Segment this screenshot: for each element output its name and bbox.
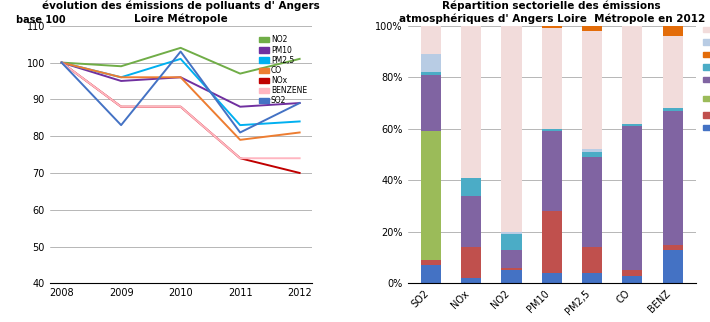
Bar bbox=[501, 268, 522, 270]
Text: base 100: base 100 bbox=[16, 15, 65, 25]
Bar bbox=[622, 276, 643, 283]
NOx bbox=[58, 61, 66, 64]
Bar bbox=[421, 131, 441, 260]
Bar bbox=[421, 75, 441, 131]
SO2 bbox=[117, 123, 126, 127]
PM2,5 bbox=[295, 119, 304, 123]
SO2 bbox=[176, 50, 185, 53]
Bar bbox=[542, 26, 562, 28]
Bar bbox=[501, 232, 522, 234]
Bar bbox=[582, 26, 602, 31]
CO bbox=[236, 138, 244, 142]
SO2 bbox=[236, 130, 244, 134]
PM10 bbox=[58, 61, 66, 64]
NO2 bbox=[176, 46, 185, 50]
Legend: NO2, PM10, PM2,5, CO, NOx, BENZENE, SO2: NO2, PM10, PM2,5, CO, NOx, BENZENE, SO2 bbox=[258, 35, 307, 106]
Bar bbox=[662, 108, 683, 111]
PM2,5 bbox=[176, 57, 185, 61]
CO bbox=[117, 75, 126, 79]
Bar bbox=[622, 124, 643, 126]
Bar bbox=[462, 247, 481, 278]
BENZENE bbox=[117, 105, 126, 109]
Bar bbox=[662, 245, 683, 250]
Title: évolution des émissions de polluants d' Angers
Loire Métropole: évolution des émissions de polluants d' … bbox=[42, 1, 320, 24]
BENZENE bbox=[58, 61, 66, 64]
Bar bbox=[462, 196, 481, 247]
CO bbox=[58, 61, 66, 64]
PM2,5 bbox=[236, 123, 244, 127]
NOx bbox=[176, 105, 185, 109]
NO2 bbox=[117, 64, 126, 68]
BENZENE bbox=[295, 156, 304, 160]
Bar bbox=[622, 126, 643, 270]
Bar bbox=[622, 270, 643, 276]
PM2,5 bbox=[117, 75, 126, 79]
Bar bbox=[542, 273, 562, 283]
SO2 bbox=[58, 61, 66, 64]
NOx bbox=[117, 105, 126, 109]
Bar bbox=[421, 54, 441, 72]
Bar bbox=[421, 72, 441, 75]
Bar bbox=[501, 250, 522, 268]
Bar bbox=[582, 247, 602, 273]
Bar bbox=[662, 250, 683, 283]
Bar bbox=[421, 26, 441, 54]
Bar bbox=[462, 278, 481, 283]
Bar bbox=[542, 131, 562, 211]
Bar bbox=[542, 211, 562, 273]
NOx bbox=[236, 156, 244, 160]
CO bbox=[176, 75, 185, 79]
NOx bbox=[295, 171, 304, 175]
Line: BENZENE: BENZENE bbox=[62, 62, 300, 158]
Bar bbox=[501, 234, 522, 250]
Bar bbox=[462, 26, 481, 178]
SO2 bbox=[295, 101, 304, 105]
PM10 bbox=[176, 75, 185, 79]
NO2 bbox=[58, 61, 66, 64]
Bar bbox=[542, 28, 562, 129]
Bar bbox=[421, 265, 441, 283]
Line: PM2,5: PM2,5 bbox=[62, 59, 300, 125]
Bar bbox=[662, 111, 683, 245]
Bar bbox=[501, 26, 522, 232]
CO bbox=[295, 130, 304, 134]
Line: NOx: NOx bbox=[62, 62, 300, 173]
Bar bbox=[542, 129, 562, 131]
Line: NO2: NO2 bbox=[62, 48, 300, 74]
Line: SO2: SO2 bbox=[62, 52, 300, 132]
BENZENE bbox=[236, 156, 244, 160]
Bar bbox=[421, 260, 441, 265]
Bar bbox=[582, 157, 602, 247]
Bar bbox=[662, 36, 683, 108]
Bar bbox=[622, 26, 643, 124]
PM2,5 bbox=[58, 61, 66, 64]
Bar bbox=[662, 26, 683, 36]
Legend: Transports routiers, Transport non routiers, Traitement des déchets, Tertiaire, : Transports routiers, Transport non routi… bbox=[702, 24, 710, 133]
NO2 bbox=[295, 57, 304, 61]
Bar bbox=[582, 152, 602, 157]
Line: PM10: PM10 bbox=[62, 62, 300, 107]
PM10 bbox=[236, 105, 244, 109]
Line: CO: CO bbox=[62, 62, 300, 140]
Bar bbox=[582, 149, 602, 152]
Title: Répartition sectorielle des émissions
atmosphériques d' Angers Loire  Métropole : Répartition sectorielle des émissions at… bbox=[398, 1, 705, 24]
Bar bbox=[501, 270, 522, 283]
BENZENE bbox=[176, 105, 185, 109]
Bar bbox=[462, 178, 481, 196]
PM10 bbox=[117, 79, 126, 83]
NO2 bbox=[236, 72, 244, 76]
PM10 bbox=[295, 101, 304, 105]
Bar bbox=[582, 31, 602, 149]
Bar bbox=[582, 273, 602, 283]
